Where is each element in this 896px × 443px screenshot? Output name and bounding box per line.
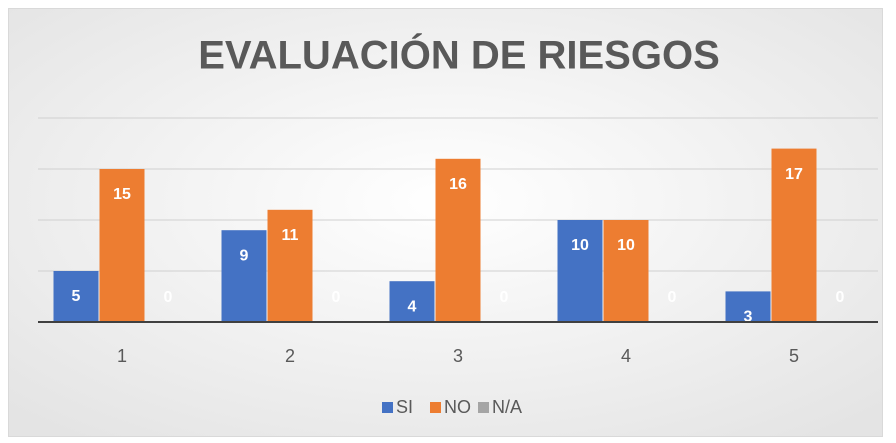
data-label: 0 bbox=[500, 289, 509, 306]
data-label: 17 bbox=[785, 166, 803, 183]
legend-swatch bbox=[382, 402, 393, 413]
data-label: 11 bbox=[282, 227, 299, 244]
data-label: 0 bbox=[164, 289, 173, 306]
x-tick-label: 4 bbox=[621, 346, 631, 366]
legend-swatch bbox=[430, 402, 441, 413]
data-label: 16 bbox=[449, 176, 467, 193]
bar bbox=[389, 281, 435, 322]
legend-label: SI bbox=[396, 397, 413, 417]
bar bbox=[99, 169, 145, 322]
data-label: 0 bbox=[668, 289, 677, 306]
bar bbox=[557, 220, 603, 322]
bar bbox=[771, 148, 817, 322]
x-tick-label: 5 bbox=[789, 346, 799, 366]
data-label: 3 bbox=[744, 309, 753, 326]
x-tick-label: 1 bbox=[117, 346, 127, 366]
bar bbox=[725, 291, 771, 322]
legend-label: NO bbox=[444, 397, 471, 417]
x-tick-label: 2 bbox=[285, 346, 295, 366]
data-label: 0 bbox=[836, 289, 845, 306]
x-tick-label: 3 bbox=[453, 346, 463, 366]
bar bbox=[267, 209, 313, 322]
data-label: 15 bbox=[113, 186, 131, 203]
bar bbox=[221, 230, 267, 322]
data-label: 4 bbox=[408, 298, 417, 315]
bar bbox=[435, 158, 481, 322]
data-label: 0 bbox=[332, 289, 341, 306]
data-label: 9 bbox=[240, 247, 249, 264]
data-label: 10 bbox=[571, 237, 589, 254]
chart-title: EVALUACIÓN DE RIESGOS bbox=[198, 32, 720, 78]
legend-swatch bbox=[478, 402, 489, 413]
bar bbox=[603, 220, 649, 322]
bar bbox=[53, 271, 99, 322]
data-label: 10 bbox=[617, 237, 635, 254]
legend-label: N/A bbox=[492, 397, 522, 417]
data-label: 5 bbox=[72, 288, 81, 305]
